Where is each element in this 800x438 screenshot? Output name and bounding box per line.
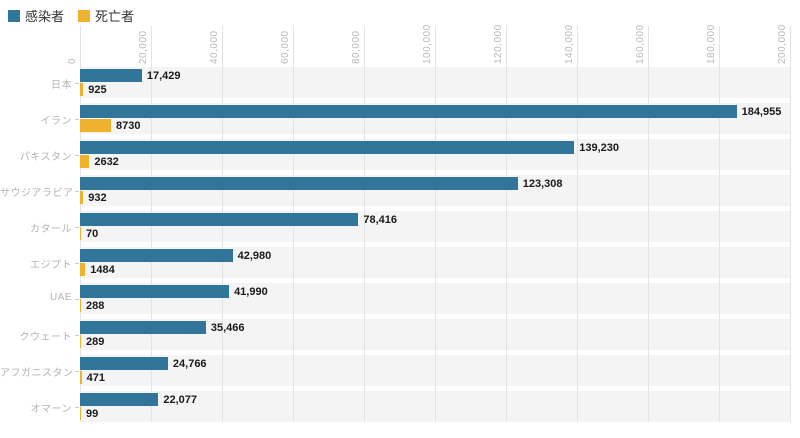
infected-value-label: 123,308: [522, 177, 563, 190]
infected-bar[interactable]: [80, 177, 518, 190]
infected-value-label: 17,429: [146, 69, 181, 82]
legend-label-infected: 感染者: [25, 9, 65, 24]
category-tick-mark: [75, 406, 79, 408]
gridline: [435, 26, 436, 422]
infected-bar[interactable]: [80, 69, 142, 82]
gridline: [506, 26, 507, 422]
axis-tick-label: 200,000: [777, 24, 788, 64]
infected-bar[interactable]: [80, 105, 737, 118]
category-label: UAE: [49, 292, 72, 303]
category-tick-mark: [75, 334, 79, 336]
deaths-value-label: 1484: [90, 263, 115, 276]
deaths-value-label: 99: [86, 407, 99, 420]
axis-tick-label: 80,000: [351, 30, 362, 64]
category-tick-mark: [75, 154, 79, 156]
deaths-bar[interactable]: [80, 83, 84, 96]
infected-value-label: 41,990: [234, 285, 268, 298]
infected-bar[interactable]: [80, 249, 233, 262]
infected-bar[interactable]: [80, 393, 159, 406]
deaths-value-label: 8730: [115, 119, 141, 132]
deaths-series-swatch-icon: [78, 9, 91, 22]
gridline: [648, 26, 649, 422]
infected-value-label: 24,766: [172, 357, 207, 370]
category-label: パキスタン: [19, 152, 72, 163]
infected-value-label: 139,230: [579, 141, 620, 154]
gridline: [719, 26, 720, 422]
legend-item-infected[interactable]: 感染者: [8, 6, 64, 25]
legend: 感染者 死亡者: [8, 6, 134, 25]
axis-tick-label: 140,000: [564, 24, 575, 64]
infected-bar[interactable]: [80, 321, 206, 334]
legend-item-deaths[interactable]: 死亡者: [78, 6, 134, 25]
deaths-value-label: 925: [88, 83, 107, 96]
deaths-value-label: 2632: [94, 155, 119, 168]
infected-bar[interactable]: [80, 285, 230, 298]
deaths-value-label: 289: [86, 335, 105, 348]
category-tick-mark: [75, 118, 79, 120]
gridline: [577, 26, 578, 422]
axis-tick-label: 60,000: [280, 30, 291, 64]
infected-value-label: 42,980: [237, 249, 272, 262]
infected-series-swatch-icon: [8, 9, 20, 22]
axis-tick-label: 120,000: [493, 24, 504, 64]
category-label: イラン: [40, 116, 72, 127]
category-label: カタール: [30, 224, 72, 235]
axis-tick-label: 100,000: [422, 24, 433, 64]
infected-bar[interactable]: [80, 357, 168, 370]
category-tick-mark: [75, 82, 79, 84]
deaths-bar[interactable]: [80, 191, 84, 204]
category-tick-mark: [75, 262, 79, 264]
category-label: エジプト: [30, 260, 72, 271]
deaths-bar[interactable]: [80, 371, 82, 384]
category-tick-mark: [75, 226, 79, 228]
infected-value-label: 35,466: [210, 321, 245, 334]
infected-value-label: 184,955: [741, 105, 782, 118]
deaths-bar[interactable]: [80, 407, 81, 420]
infected-bar[interactable]: [80, 213, 359, 226]
gridline: [364, 26, 365, 422]
deaths-value-label: 471: [86, 371, 106, 384]
deaths-bar[interactable]: [80, 299, 82, 312]
category-label: 日本: [51, 80, 72, 91]
axis-tick-label: 180,000: [706, 24, 717, 64]
category-label: サウジアラビア: [0, 188, 74, 199]
gridline: [790, 26, 791, 422]
infected-bar[interactable]: [80, 141, 575, 154]
deaths-value-label: 70: [86, 227, 99, 240]
legend-label-deaths: 死亡者: [95, 9, 135, 24]
deaths-value-label: 932: [88, 191, 107, 204]
deaths-bar[interactable]: [80, 227, 81, 240]
deaths-bar[interactable]: [80, 119, 111, 132]
category-label: アフガニスタン: [0, 368, 74, 379]
category-tick-mark: [75, 370, 79, 372]
axis-tick-label: 160,000: [635, 24, 646, 64]
deaths-bar[interactable]: [80, 263, 86, 276]
deaths-value-label: 288: [86, 299, 105, 312]
category-tick-mark: [75, 190, 79, 192]
infected-value-label: 22,077: [163, 393, 198, 406]
category-tick-mark: [75, 298, 79, 300]
axis-tick-label: 20,000: [138, 30, 149, 64]
category-label: オマーン: [30, 404, 72, 415]
axis-tick-label: 40,000: [209, 30, 220, 64]
deaths-bar[interactable]: [80, 155, 90, 168]
category-label: クウェート: [19, 332, 72, 343]
deaths-bar[interactable]: [80, 335, 82, 348]
infected-value-label: 78,416: [363, 213, 398, 226]
